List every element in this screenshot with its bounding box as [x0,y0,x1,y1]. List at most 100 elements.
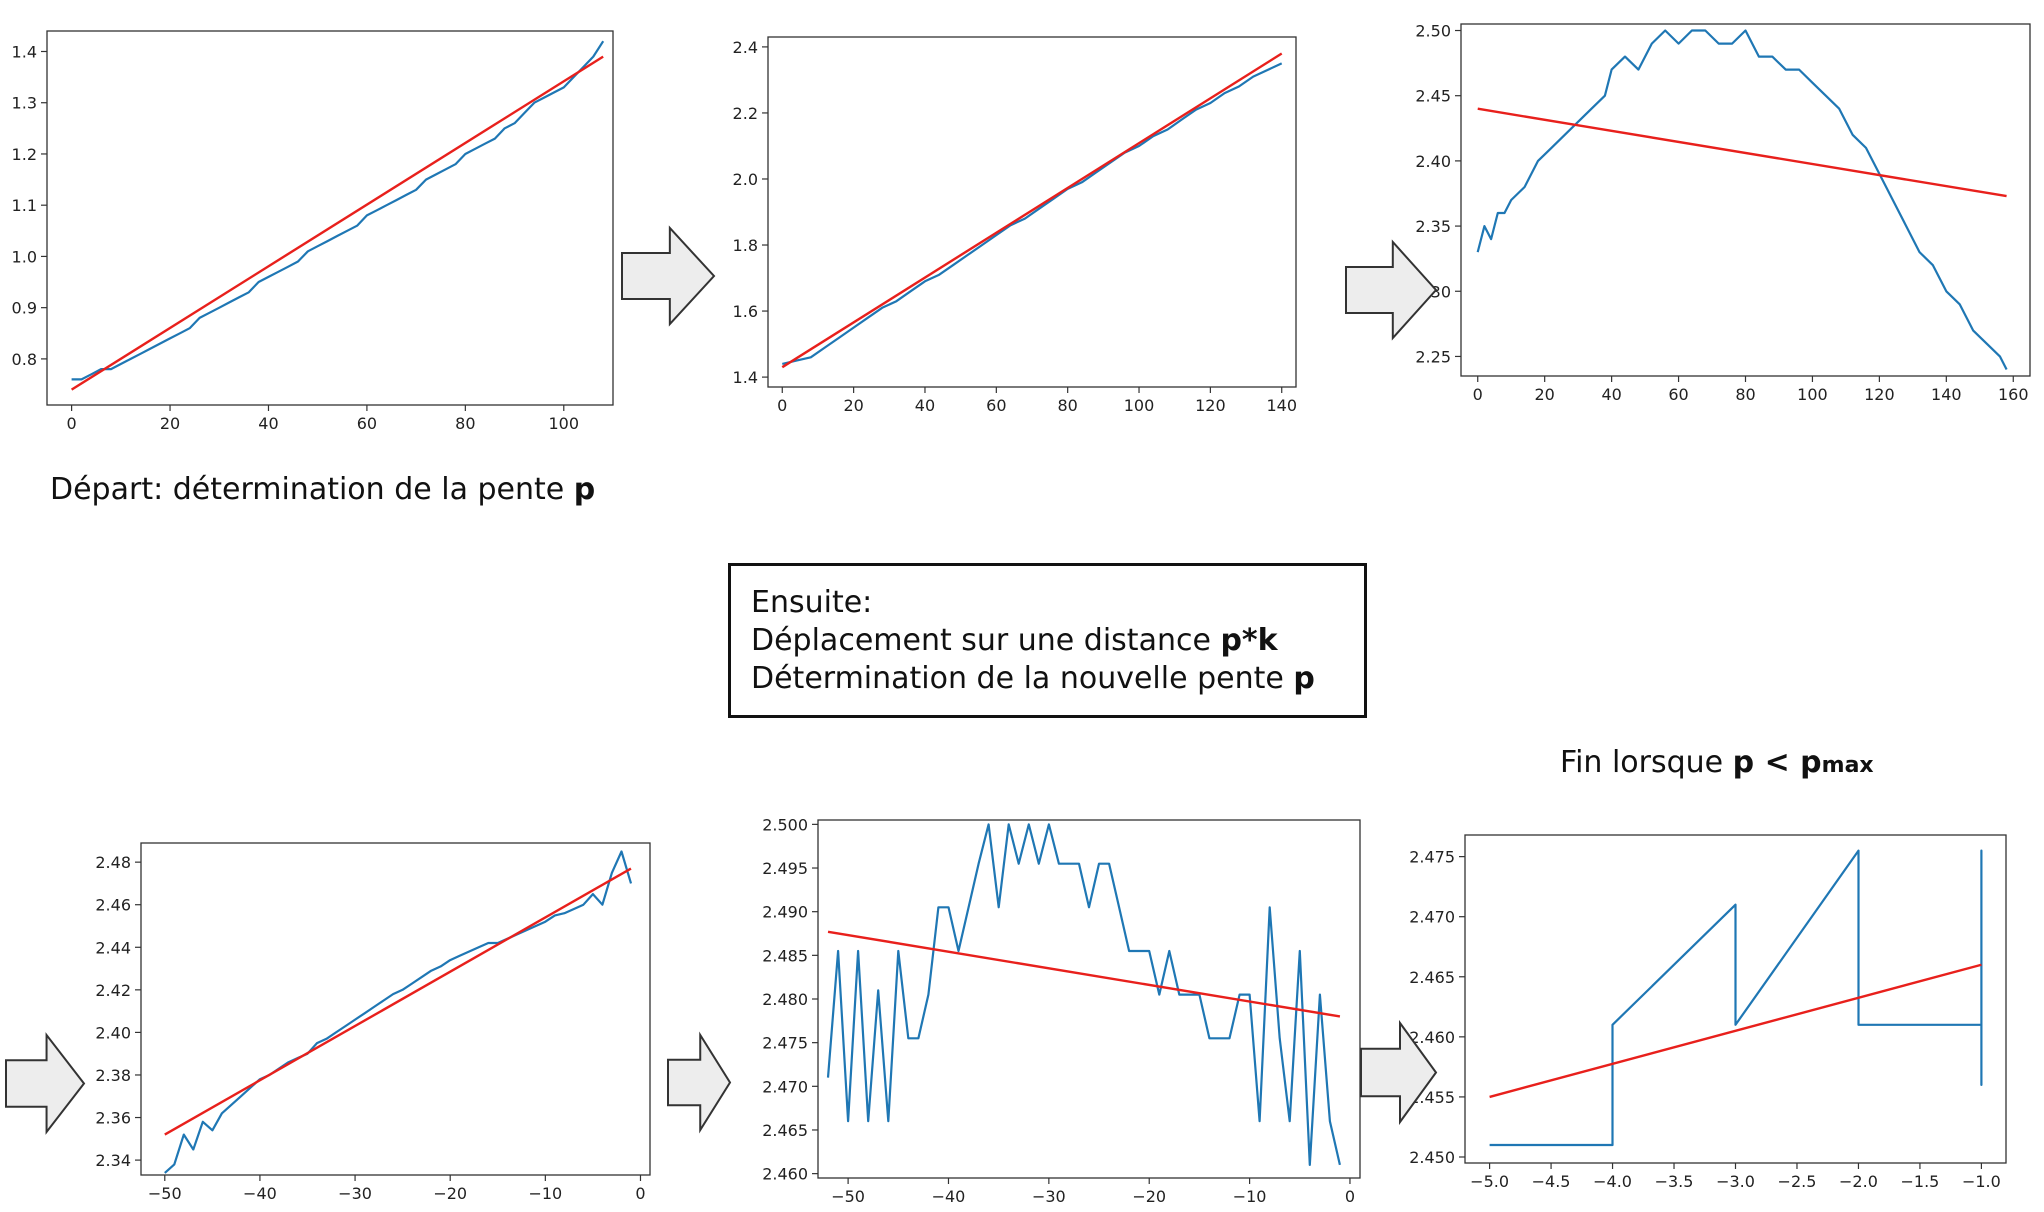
y-tick-label: 1.4 [12,42,37,61]
x-tick-label: −10 [528,1184,562,1203]
y-tick-label: 2.460 [1409,1028,1455,1047]
data-series-line [826,823,1341,1167]
x-tick-label: −4.0 [1593,1172,1632,1191]
chart-5: −50 −40 −30 −20 −10 0 2.460 2.465 2.470 2.475 2.48… [762,815,1361,1206]
x-tick-label: −40 [243,1184,277,1203]
y-tick-label: 2.470 [1409,908,1455,927]
x-tick-label: −40 [932,1187,966,1206]
y-tick-label: 2.25 [1415,347,1451,366]
y-tick-label: 2.40 [1415,152,1451,171]
x-tick-label: −20 [433,1184,467,1203]
x-tick-label: 120 [1195,396,1226,415]
x-tick-label: 160 [1998,385,2029,404]
slope-fit-line [70,55,604,391]
x-tick-label: 60 [986,396,1006,415]
chart-1: 0 20 40 60 80 100 0.8 0.9 1.0 1.1 1.2 1.3 1.4 [12,30,614,433]
x-tick-label: −4.5 [1532,1172,1571,1191]
y-tick-label: 1.6 [733,302,758,321]
x-tick-label: −1.0 [1962,1172,2001,1191]
x-tick-label: 40 [1601,385,1621,404]
y-tick-label: 2.38 [95,1066,131,1085]
x-tick-label: 20 [843,396,863,415]
data-series-line [71,40,605,381]
x-tick-label: −10 [1233,1187,1267,1206]
data-series-line [782,62,1283,365]
x-tick-label: 60 [357,414,377,433]
y-tick-label: 2.2 [733,104,758,123]
x-tick-label: −1.5 [1901,1172,1940,1191]
x-tick-label: 100 [1124,396,1155,415]
chart-4: −50 −40 −30 −20 −10 0 2.34 2.36 2.38 2.40 2.42 2.44… [95,842,651,1203]
plot-frame [46,30,614,406]
x-tick-label: 20 [1534,385,1554,404]
x-tick-label: 0 [1473,385,1483,404]
box-line-2: Déplacement sur une distance p*k [751,623,1278,658]
x-tick-label: −50 [831,1187,865,1206]
y-tick-label: 1.3 [12,94,37,113]
step-description-box: Ensuite: Déplacement sur une distance p*… [728,563,1367,718]
y-tick-label: 2.40 [95,1023,131,1042]
x-tick-label: −3.0 [1716,1172,1755,1191]
y-tick-label: 2.495 [762,859,808,878]
x-tick-label: 20 [160,414,180,433]
x-tick-label: 100 [549,414,580,433]
y-tick-label: 2.470 [762,1077,808,1096]
y-tick-label: 2.44 [95,938,131,957]
slope-fit-line [1477,107,2007,198]
slope-fit-line [1489,963,1982,1099]
data-series-line [1476,29,2008,371]
x-tick-label: 140 [1931,385,1962,404]
y-tick-label: 2.500 [762,815,808,834]
y-tick-label: 2.34 [95,1151,131,1170]
x-tick-label: 60 [1668,385,1688,404]
y-tick-label: 0.9 [12,299,37,318]
x-tick-label: 40 [915,396,935,415]
y-tick-label: 2.0 [733,170,758,189]
chart-2: 0 20 40 60 80 100 120 140 1.4 1.6 1.8 2.0 2.2 2.4 [733,36,1297,415]
slope-fit-line [781,52,1283,369]
plot-frame [767,36,1297,388]
y-tick-label: 2.465 [1409,968,1455,987]
y-tick-label: 2.48 [95,853,131,872]
y-tick-label: 2.475 [1409,848,1455,867]
x-tick-label: 120 [1864,385,1895,404]
y-tick-label: 2.50 [1415,22,1451,41]
y-tick-label: 2.46 [95,896,131,915]
x-tick-label: −50 [148,1184,182,1203]
x-tick-label: −30 [338,1184,372,1203]
y-tick-label: 2.4 [733,38,758,57]
flow-arrow-5 [1360,1019,1438,1126]
y-tick-label: 2.460 [762,1165,808,1184]
y-tick-label: 2.36 [95,1109,131,1128]
y-tick-label: 1.0 [12,247,37,266]
x-tick-label: 100 [1797,385,1828,404]
x-tick-label: −30 [1032,1187,1066,1206]
x-tick-label: 40 [258,414,278,433]
y-tick-label: 2.475 [762,1034,808,1053]
y-tick-label: 2.465 [762,1121,808,1140]
y-tick-label: 2.42 [95,981,131,1000]
x-tick-label: −2.5 [1778,1172,1817,1191]
y-tick-label: 2.35 [1415,217,1451,236]
start-caption: Départ: détermination de la pente p [50,472,596,507]
flow-arrow-4 [667,1031,732,1134]
y-tick-label: 1.4 [733,368,758,387]
flow-arrow-2 [1345,239,1438,341]
y-tick-label: 2.450 [1409,1148,1455,1167]
data-series-line [1489,849,1983,1147]
flow-arrow-3 [5,1032,86,1135]
box-line-3: Détermination de la nouvelle pente p [751,661,1315,696]
x-tick-label: 0 [1345,1187,1355,1206]
end-caption: Fin lorsque p < pmax [1560,745,1874,780]
y-tick-label: 2.490 [762,903,808,922]
x-tick-label: 0 [635,1184,645,1203]
y-tick-label: 2.485 [762,946,808,965]
y-tick-label: 2.480 [762,990,808,1009]
y-tick-label: 1.8 [733,236,758,255]
slope-fit-line [827,930,1341,1018]
chart-6: −5.0 −4.5 −4.0 −3.5 −3.0 −2.5 −2.0 −1.5 −1.0 2.45… [1409,834,2007,1191]
plot-frame [140,842,651,1176]
x-tick-label: 0 [67,414,77,433]
x-tick-label: −20 [1132,1187,1166,1206]
